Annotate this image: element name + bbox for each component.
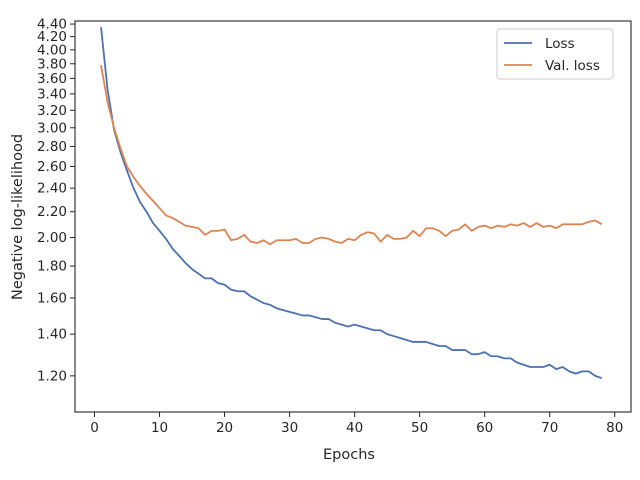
- y-tick-label: 2.20: [37, 204, 67, 220]
- y-tick-label: 1.60: [37, 290, 67, 306]
- plot-area: [75, 21, 631, 412]
- series-line-val-loss: [100, 65, 603, 246]
- x-axis-label: Epochs: [323, 447, 375, 463]
- legend-frame: [496, 28, 614, 80]
- x-tick-label: 40: [346, 420, 363, 436]
- series-line-loss: [100, 27, 603, 379]
- x-tick-label: 30: [281, 420, 298, 436]
- y-tick-label: 3.80: [37, 56, 67, 72]
- y-tick-label: 2.60: [37, 159, 67, 175]
- y-tick-label: 2.00: [37, 230, 67, 246]
- x-tick-label: 50: [411, 420, 428, 436]
- y-tick-label: 2.40: [37, 181, 67, 197]
- x-tick-label: 70: [541, 420, 558, 436]
- y-tick-label: 3.40: [37, 86, 67, 102]
- y-tick-label: 4.00: [37, 42, 67, 58]
- y-tick-label: 3.00: [37, 120, 67, 136]
- y-tick-label: 3.60: [37, 71, 67, 87]
- x-tick-label: 20: [216, 420, 233, 436]
- y-axis: 1.20 1.40 1.60 1.80 2.00 2.20 2.40 2.60 2.80 3.00…: [37, 17, 75, 384]
- legend: Loss Val. loss: [496, 28, 614, 80]
- y-tick-label: 4.20: [37, 29, 67, 45]
- x-tick-label: 60: [476, 420, 493, 436]
- y-tick-label: 4.40: [37, 17, 67, 33]
- series-layer: [100, 27, 603, 379]
- y-tick-label: 1.20: [37, 368, 67, 384]
- y-tick-label: 1.40: [37, 327, 67, 343]
- x-axis: 0 10 20 30 40 50 60 70 80: [90, 412, 623, 436]
- legend-label-val-loss: Val. loss: [545, 58, 600, 74]
- y-tick-label: 2.80: [37, 139, 67, 155]
- x-tick-label: 0: [90, 420, 99, 436]
- y-axis-label: Negative log-likelihood: [10, 134, 26, 300]
- x-tick-label: 10: [151, 420, 168, 436]
- y-tick-label: 3.20: [37, 103, 67, 119]
- legend-label-loss: Loss: [545, 36, 575, 52]
- y-tick-label: 1.80: [37, 259, 67, 275]
- x-tick-label: 80: [606, 420, 623, 436]
- plot-frame: [74, 20, 632, 413]
